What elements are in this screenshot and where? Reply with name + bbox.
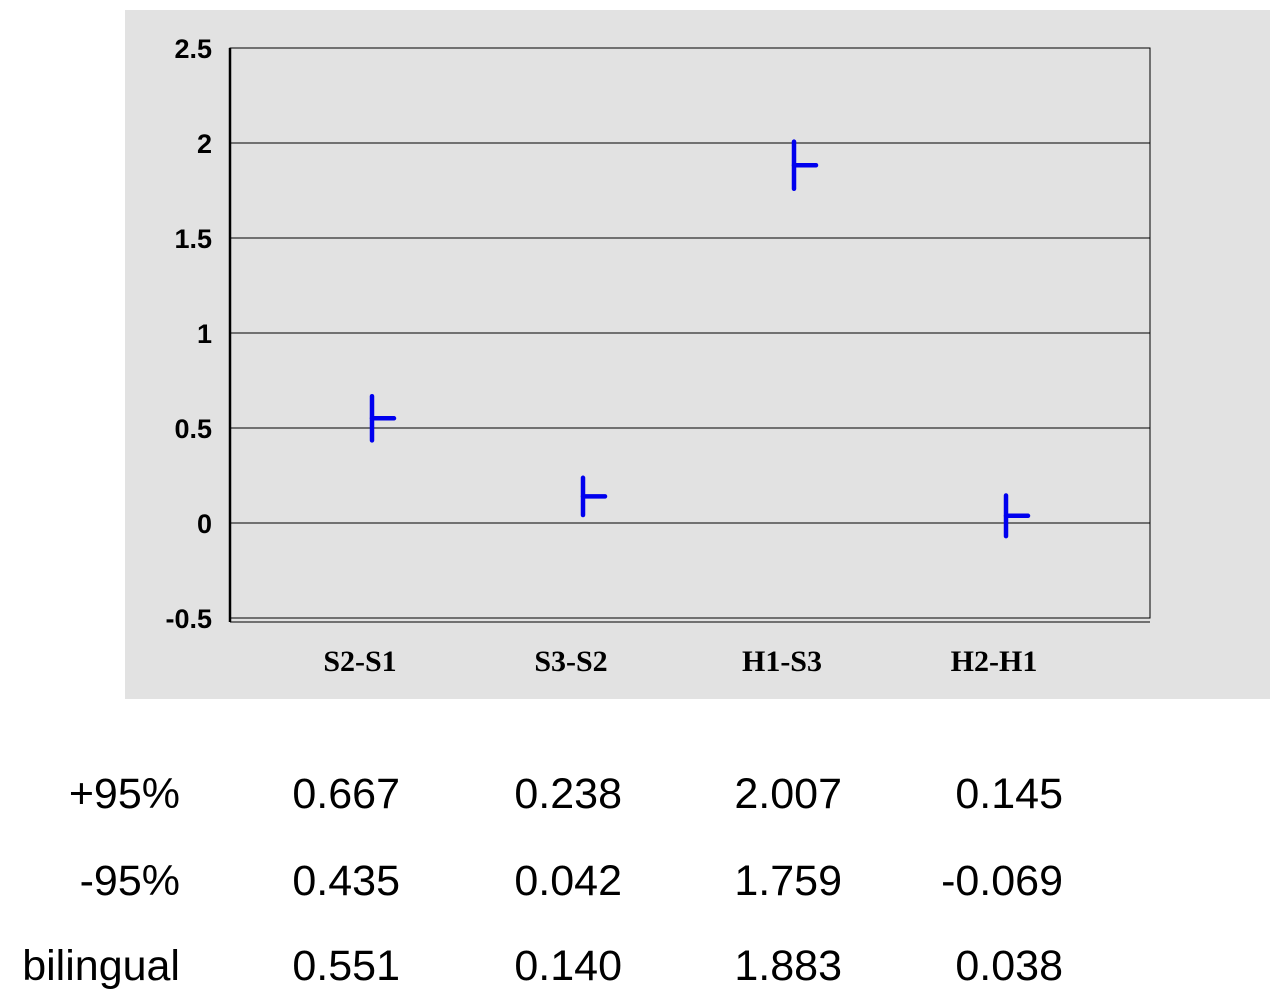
table-cell: 0.238 <box>514 770 622 818</box>
table-cell: 0.038 <box>955 942 1063 990</box>
x-tick-label: H2-H1 <box>951 645 1038 678</box>
y-tick-label: 2 <box>197 129 212 159</box>
table-cell: -0.069 <box>941 857 1063 905</box>
chart-panel: 2.5 2 1.5 1 0.5 0 -0.5 S2-S1 S3-S2 H1-S3 H2-H1 <box>125 10 1270 699</box>
table-cell: 0.667 <box>292 770 400 818</box>
y-tick-label: 0.5 <box>174 414 212 444</box>
interval-chart: 2.5 2 1.5 1 0.5 0 -0.5 S2-S1 S3-S2 H1-S3 H2-H1 <box>165 34 1151 678</box>
table-row-label: +95% <box>68 770 180 818</box>
y-tick-label: 0 <box>197 509 212 539</box>
table-cell: 1.759 <box>734 857 842 905</box>
table-cell: 1.883 <box>734 942 842 990</box>
table-cell: 0.042 <box>514 857 622 905</box>
y-tick-label: 1.5 <box>174 224 212 254</box>
table-cell: 0.435 <box>292 857 400 905</box>
y-tick-label: 2.5 <box>174 34 212 64</box>
x-tick-label: S2-S1 <box>323 645 396 678</box>
y-tick-label: -0.5 <box>165 604 212 634</box>
table-cell: 0.551 <box>292 942 400 990</box>
table-row-label: bilingual <box>22 942 180 990</box>
table-row-label: -95% <box>79 857 180 905</box>
table-cell: 0.140 <box>514 942 622 990</box>
x-tick-label: S3-S2 <box>534 645 607 678</box>
x-tick-label: H1-S3 <box>742 645 822 678</box>
y-tick-label: 1 <box>197 319 212 349</box>
table-cell: 0.145 <box>955 770 1063 818</box>
table-cell: 2.007 <box>734 770 842 818</box>
